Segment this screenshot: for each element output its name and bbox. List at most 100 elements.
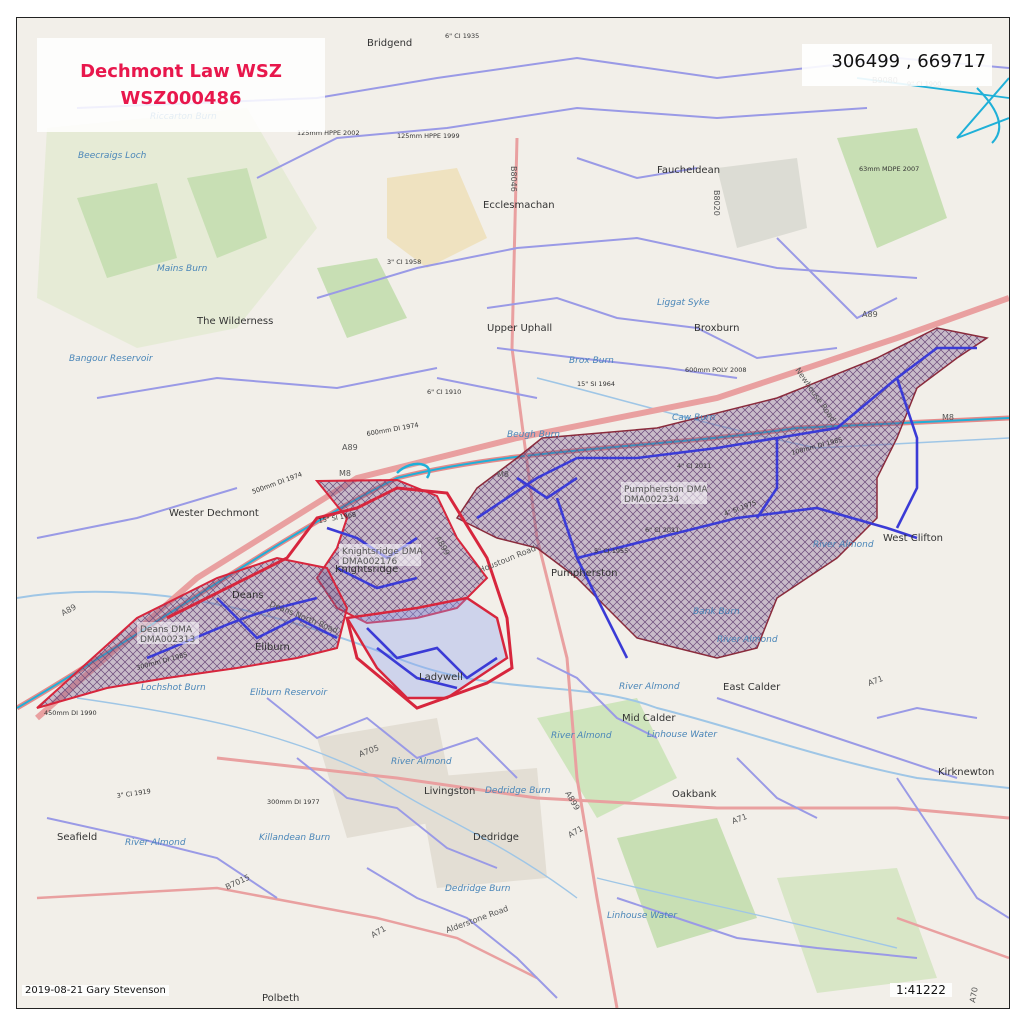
deans-dma-label: Deans DMA	[140, 625, 193, 635]
killandean-burn	[76, 697, 578, 899]
water-brox-burn: Brox Burn	[569, 356, 614, 366]
deans-dma-label-bg	[137, 622, 199, 644]
map-canvas[interactable]: Bridgend Faucheldean Ecclesmachan Upper …	[17, 18, 1009, 1008]
pipe-label: 125mm HPPE 1999	[397, 132, 460, 140]
woodland-area	[187, 168, 267, 258]
pipe-label: 6" CI 2011	[645, 526, 679, 534]
place-kirknewton: Kirknewton	[938, 767, 994, 778]
place-the-wilderness: The Wilderness	[196, 316, 273, 327]
pipe-label: 600mm POLY 2008	[685, 366, 747, 374]
linhouse-water	[596, 877, 898, 949]
place-seafield: Seafield	[57, 832, 97, 843]
place-pumpherston: Pumpherston	[551, 568, 617, 579]
knightsridge-dma-label: Knightsridge DMA	[342, 547, 423, 557]
urban-area	[417, 768, 547, 888]
pipe-label: 6" CI 1910	[427, 388, 461, 396]
woodland-area	[837, 128, 947, 248]
water-killandean-burn: Killandean Burn	[259, 833, 331, 843]
pumpherston-dma-label-bg	[621, 482, 707, 504]
water-river-almond-2: River Almond	[717, 635, 778, 645]
a89-road	[35, 295, 1009, 721]
pipe-label: 63mm MDPE 2007	[859, 165, 919, 173]
water-lochshot-burn: Lochshot Burn	[141, 683, 206, 693]
water-dedridge-burn-2: Dedridge Burn	[445, 884, 511, 894]
road-label-m8-west: M8	[339, 469, 351, 478]
map-frame[interactable]: Bridgend Faucheldean Ecclesmachan Upper …	[16, 17, 1010, 1009]
water-bangour-reservoir: Bangour Reservoir	[69, 354, 154, 364]
a71-road	[216, 756, 1009, 820]
place-ecclesmachan: Ecclesmachan	[483, 200, 555, 211]
water-dedridge-burn-1: Dedridge Burn	[485, 786, 551, 796]
woodland-area	[77, 183, 177, 278]
b7015-road	[36, 886, 538, 980]
water-linhouse-water-1: Linhouse Water	[647, 730, 718, 740]
coordinate-readout: 306499 , 669717	[802, 44, 992, 86]
road-label-b8020: B8020	[712, 190, 721, 216]
place-dedridge: Dedridge	[473, 832, 519, 843]
pipe-label: 15" SI 1964	[577, 380, 615, 388]
place-mid-calder: Mid Calder	[622, 713, 676, 724]
water-eliburn-reservoir: Eliburn Reservoir	[250, 688, 328, 698]
water-river-almond-1: River Almond	[813, 540, 874, 550]
pipe-label: 3" CI 1958	[387, 258, 421, 266]
place-broxburn: Broxburn	[694, 323, 739, 334]
place-deans: Deans	[232, 590, 264, 601]
road-label-m8-centre: M8	[497, 470, 509, 479]
water-liggat-syke: Liggat Syke	[657, 298, 710, 308]
place-faucheldean: Faucheldean	[657, 165, 720, 176]
water-river-almond-4: River Almond	[551, 731, 612, 741]
water-linhouse-water-2: Linhouse Water	[607, 911, 678, 921]
pumpherston-dma-area[interactable]	[455, 327, 989, 659]
ladywell-zone[interactable]	[344, 596, 509, 700]
pumpherston-dma-id: DMA002234	[624, 495, 679, 505]
place-west-clifton: West Clifton	[883, 533, 943, 544]
water-river-almond-5: River Almond	[391, 757, 452, 767]
knightsridge-dma-id: DMA002176	[342, 557, 397, 567]
m8-junction	[396, 462, 431, 479]
pipe-label: 300mm DI 1977	[267, 798, 320, 806]
zone-name: Dechmont Law WSZ	[80, 61, 282, 82]
water-bank-burn: Bank Burn	[693, 607, 740, 617]
farmland-area	[777, 868, 937, 993]
wsz-boundary[interactable]	[166, 486, 514, 710]
place-east-calder: East Calder	[723, 682, 781, 693]
scale-label: 1:41222	[890, 983, 952, 997]
pipe-label: 4" CI 2011	[677, 462, 711, 470]
bing-area	[717, 158, 807, 248]
water-beecraigs-loch: Beecraigs Loch	[78, 151, 147, 161]
m9-junction	[956, 77, 1009, 144]
water-mains-burn: Mains Burn	[157, 264, 208, 274]
place-wester-dechmont: Wester Dechmont	[169, 508, 259, 519]
place-upper-uphall: Upper Uphall	[487, 323, 552, 334]
road-label-a70: A70	[968, 986, 980, 1003]
trunk-mains-network	[146, 346, 977, 690]
place-polbeth: Polbeth	[262, 993, 299, 1004]
pipe-label: 125mm HPPE 2002	[297, 129, 360, 137]
road-label-a89-east: A89	[862, 310, 878, 319]
road-label-m8-east: M8	[942, 413, 954, 422]
place-bridgend: Bridgend	[367, 38, 412, 49]
pipe-label: 5" CI 1955	[594, 547, 628, 555]
road-label-a89-centre: A89	[342, 443, 358, 452]
a70-road	[896, 916, 1009, 960]
woodland-area	[617, 818, 757, 948]
pumpherston-dma-label: Pumpherston DMA	[624, 485, 708, 495]
water-river-almond-3: River Almond	[619, 682, 680, 692]
zone-title-panel: Dechmont Law WSZ WSZ000486	[37, 38, 325, 132]
pipe-label: 6" CI 1935	[445, 32, 479, 40]
pipe-label: 450mm DI 1990	[44, 709, 97, 717]
place-oakbank: Oakbank	[672, 789, 717, 800]
quarry-area	[387, 168, 487, 268]
place-eliburn: Eliburn	[255, 642, 290, 653]
place-knightsridge: Knightsridge	[335, 564, 398, 575]
water-beugh-burn: Beugh Burn	[507, 430, 560, 440]
water-river-almond-6: River Almond	[125, 838, 186, 848]
deans-dma-id: DMA002313	[140, 635, 195, 645]
credit-label: 2019-08-21 Gary Stevenson	[22, 985, 169, 996]
road-label-b8046: B8046	[509, 166, 518, 192]
water-caw-burn: Caw Burn	[672, 413, 716, 423]
a899-road	[510, 137, 619, 1008]
knightsridge-dma-label-bg	[339, 544, 421, 566]
zone-id: WSZ000486	[120, 88, 242, 109]
place-livingston: Livingston	[424, 786, 475, 797]
